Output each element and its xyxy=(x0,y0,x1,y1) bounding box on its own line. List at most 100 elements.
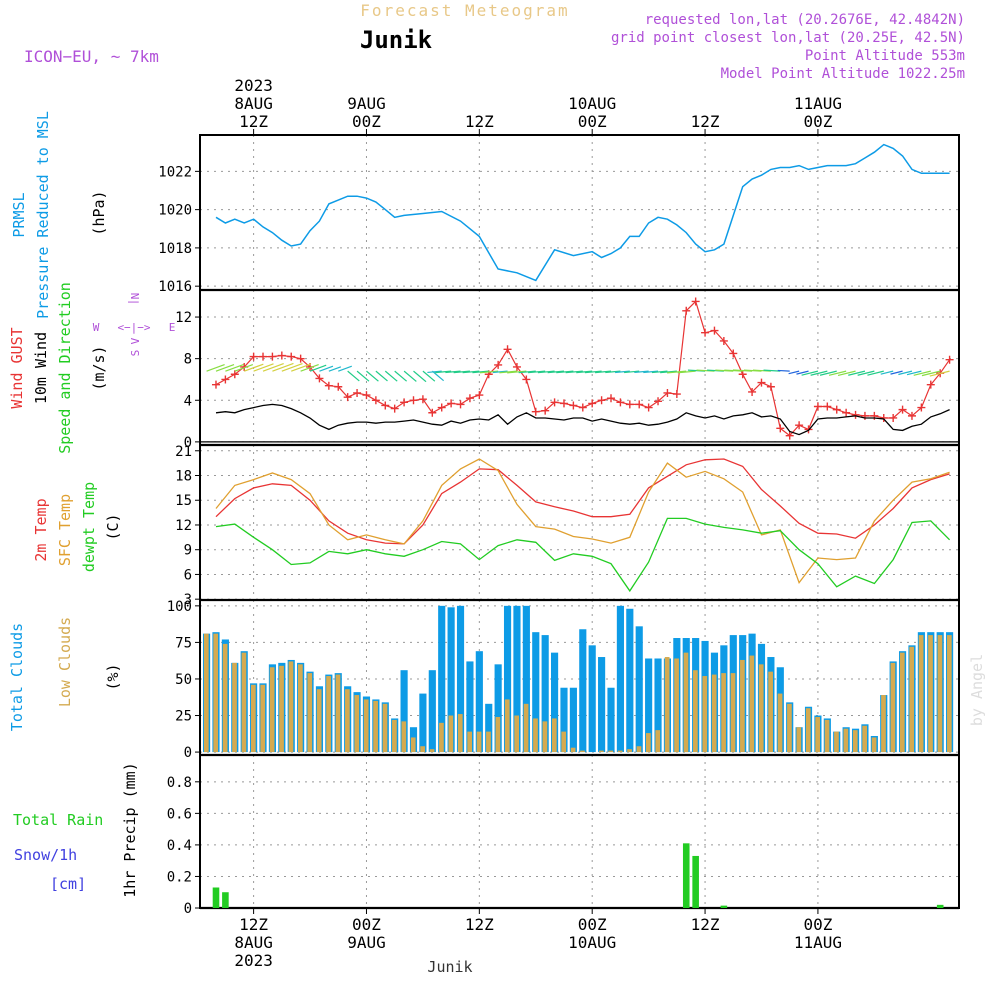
low-cloud-bar xyxy=(203,633,209,753)
low-cloud-bar xyxy=(881,695,886,753)
low-cloud-bar xyxy=(852,730,858,753)
gust-label: Wind GUST xyxy=(8,327,26,408)
y-tick-label: 18 xyxy=(175,469,192,485)
low-cloud-bar xyxy=(448,715,454,753)
low-cloud-bar xyxy=(232,662,237,753)
wind-direction-arrow xyxy=(300,363,319,372)
gust-marker xyxy=(296,354,305,363)
wind-direction-arrow xyxy=(291,363,311,372)
gust-marker xyxy=(409,396,418,405)
panel-frame xyxy=(199,134,960,291)
wind-direction-arrow xyxy=(898,370,913,376)
wind-direction-arrow xyxy=(356,370,370,382)
grid-point-coords: grid point closest lon,lat (20.25E, 42.5… xyxy=(611,30,965,46)
wind-direction-arrow xyxy=(403,370,417,382)
gust-marker xyxy=(889,413,898,422)
compass-center: <−|−> xyxy=(117,321,150,334)
low-cloud-bar xyxy=(777,693,783,753)
gust-marker xyxy=(437,403,446,412)
wind-direction-arrow xyxy=(328,366,342,372)
total-cloud-bar xyxy=(475,651,483,753)
gust-marker xyxy=(324,381,333,390)
low-cloud-bar xyxy=(392,719,397,753)
wind-direction-arrow xyxy=(677,370,696,374)
low-cloud-bar xyxy=(693,670,698,753)
low-cloud-bar xyxy=(420,746,425,753)
low-cloud-bar xyxy=(824,719,830,753)
y-tick-label: 50 xyxy=(175,672,192,688)
gust-marker xyxy=(418,395,427,404)
gust-marker xyxy=(776,424,785,433)
wind-direction-arrow xyxy=(309,364,327,372)
low-cloud-bar xyxy=(222,643,228,753)
y-tick-label: 0 xyxy=(184,901,192,917)
prmsl-unit: (hPa) xyxy=(90,190,108,235)
gust-marker xyxy=(691,297,700,306)
bottom-hour-label: 00Z xyxy=(352,915,381,934)
low-cloud-bar xyxy=(345,689,350,753)
low-cloud-bar xyxy=(307,673,313,753)
low-cloud-bar xyxy=(608,750,614,753)
wind-direction-arrow xyxy=(615,370,630,374)
wind-direction-arrow xyxy=(262,363,284,372)
gust-marker xyxy=(531,407,540,416)
low-cloud-bar xyxy=(533,718,538,753)
y-tick-label: 100 xyxy=(167,599,192,615)
data-layer xyxy=(203,143,954,908)
wind-direction-arrow xyxy=(427,370,442,374)
wind-direction-arrow xyxy=(788,370,800,375)
gust-marker xyxy=(644,403,653,412)
watermark: by Angel xyxy=(968,654,986,726)
gust-marker xyxy=(578,403,587,412)
low-cloud-bar xyxy=(326,676,331,753)
y-tick-label: 4 xyxy=(184,393,192,409)
wind-direction-arrow xyxy=(206,363,225,372)
y-tick-label: 21 xyxy=(175,444,192,460)
rain-bar xyxy=(682,843,690,908)
compass-north: N xyxy=(129,293,142,300)
low-cloud-bar xyxy=(928,635,933,753)
wind-label: 10m Wind xyxy=(32,332,50,404)
gust-marker xyxy=(785,431,794,440)
low-cloud-bar xyxy=(298,664,303,753)
low-cloud-bar xyxy=(834,731,839,753)
y-tick-label: 0.2 xyxy=(167,869,192,885)
wind-direction-arrow xyxy=(796,370,809,375)
y-tick-label: 15 xyxy=(175,493,192,509)
low-cloud-bar xyxy=(862,725,868,753)
wind-direction-arrow xyxy=(422,370,436,382)
gust-marker xyxy=(607,394,616,403)
wind-direction-arrow xyxy=(347,370,360,382)
rain-bar xyxy=(720,905,728,908)
low-cloud-bar xyxy=(702,676,708,753)
low-cloud-bar xyxy=(890,662,896,753)
gust-marker xyxy=(860,411,869,420)
low-cloud-bar xyxy=(382,703,388,753)
wind-direction-arrow xyxy=(253,363,274,372)
bottom-location: Junik xyxy=(427,958,472,976)
total-cloud-bar xyxy=(428,670,436,753)
bottom-hour-label: 12Z xyxy=(691,915,720,934)
snow-unit-label: [cm] xyxy=(50,875,86,893)
low-cloud-bar xyxy=(749,655,755,753)
y-tick-label: 3 xyxy=(184,592,192,608)
gust-marker xyxy=(400,398,409,407)
total-cloud-bar xyxy=(513,605,521,753)
bottom-day-label: 11AUG xyxy=(794,933,842,952)
wind-direction-arrow xyxy=(319,365,334,372)
wind-direction-arrow xyxy=(880,370,894,375)
low-cloud-bar xyxy=(627,749,632,753)
low-cloud-bar xyxy=(909,646,915,753)
total-cloud-bar xyxy=(607,687,615,753)
top-year-label: 2023 xyxy=(234,76,273,95)
low-cloud-bar xyxy=(711,674,717,753)
gust-marker xyxy=(428,408,437,417)
gust-marker xyxy=(738,370,747,379)
y-tick-label: 0.6 xyxy=(167,806,192,822)
gust-marker xyxy=(597,396,606,405)
wind-direction-arrow xyxy=(651,370,668,374)
panels: 1016101810201022048123691215182102550751… xyxy=(158,134,960,917)
wind-direction-arrow xyxy=(527,370,546,374)
low-cloud-bar xyxy=(730,673,736,753)
